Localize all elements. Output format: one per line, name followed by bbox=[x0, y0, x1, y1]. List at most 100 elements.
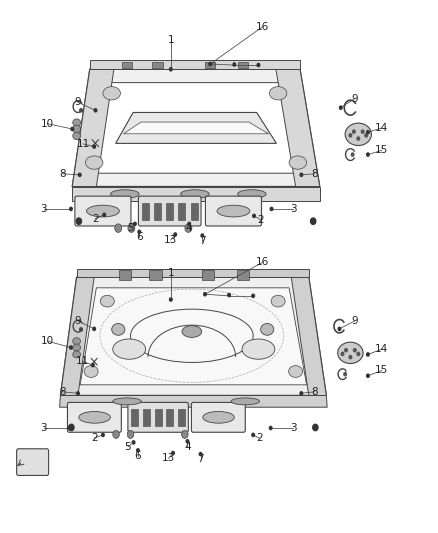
Ellipse shape bbox=[73, 351, 81, 358]
Circle shape bbox=[357, 137, 360, 140]
Ellipse shape bbox=[203, 411, 234, 423]
Bar bbox=[119, 270, 131, 280]
Polygon shape bbox=[124, 122, 268, 134]
Bar bbox=[237, 270, 249, 280]
Ellipse shape bbox=[338, 342, 363, 364]
Bar bbox=[149, 270, 162, 280]
Circle shape bbox=[188, 222, 191, 225]
Bar bbox=[143, 409, 150, 426]
Ellipse shape bbox=[79, 411, 110, 423]
Text: 9: 9 bbox=[351, 94, 358, 103]
Polygon shape bbox=[60, 277, 94, 395]
Circle shape bbox=[313, 424, 318, 431]
Text: 8: 8 bbox=[59, 387, 66, 397]
Polygon shape bbox=[72, 69, 320, 187]
Text: 11: 11 bbox=[77, 139, 90, 149]
Ellipse shape bbox=[289, 156, 307, 169]
Text: 16: 16 bbox=[256, 22, 269, 31]
Circle shape bbox=[80, 109, 82, 112]
Polygon shape bbox=[90, 60, 300, 69]
Circle shape bbox=[70, 346, 72, 349]
Text: 1: 1 bbox=[167, 268, 174, 278]
Bar bbox=[205, 62, 215, 68]
Text: 9: 9 bbox=[74, 316, 81, 326]
Polygon shape bbox=[291, 277, 326, 395]
Text: 2: 2 bbox=[256, 433, 263, 443]
Polygon shape bbox=[116, 112, 276, 143]
Text: 3: 3 bbox=[290, 423, 297, 433]
Text: 6: 6 bbox=[134, 451, 141, 461]
Bar bbox=[202, 270, 214, 280]
Circle shape bbox=[172, 451, 174, 455]
Bar bbox=[155, 409, 162, 426]
Ellipse shape bbox=[110, 190, 139, 198]
Ellipse shape bbox=[289, 366, 303, 377]
Text: 2: 2 bbox=[92, 214, 99, 223]
Text: 13: 13 bbox=[162, 454, 175, 463]
Circle shape bbox=[170, 68, 172, 71]
Circle shape bbox=[349, 134, 352, 137]
Circle shape bbox=[353, 130, 355, 133]
FancyBboxPatch shape bbox=[67, 402, 121, 432]
Circle shape bbox=[300, 173, 303, 176]
Polygon shape bbox=[276, 69, 320, 187]
Ellipse shape bbox=[180, 190, 209, 198]
Polygon shape bbox=[60, 277, 326, 395]
FancyBboxPatch shape bbox=[191, 402, 245, 432]
Text: 8: 8 bbox=[59, 169, 66, 179]
Polygon shape bbox=[72, 187, 320, 201]
Text: 14: 14 bbox=[375, 123, 389, 133]
Ellipse shape bbox=[127, 431, 134, 438]
Circle shape bbox=[349, 356, 352, 359]
Circle shape bbox=[253, 214, 255, 217]
Text: 8: 8 bbox=[311, 387, 318, 397]
Ellipse shape bbox=[100, 295, 114, 307]
Circle shape bbox=[345, 349, 347, 352]
Ellipse shape bbox=[73, 338, 81, 344]
Text: 3: 3 bbox=[40, 423, 47, 433]
Text: 7: 7 bbox=[199, 236, 206, 246]
Ellipse shape bbox=[185, 224, 192, 232]
Text: 11: 11 bbox=[76, 357, 89, 366]
Circle shape bbox=[367, 374, 369, 377]
Ellipse shape bbox=[181, 431, 188, 438]
Circle shape bbox=[199, 453, 202, 456]
Polygon shape bbox=[72, 69, 114, 187]
Circle shape bbox=[257, 63, 260, 67]
Ellipse shape bbox=[237, 190, 266, 198]
Circle shape bbox=[270, 207, 273, 211]
Ellipse shape bbox=[73, 119, 81, 126]
FancyBboxPatch shape bbox=[128, 402, 188, 432]
Ellipse shape bbox=[85, 156, 103, 169]
Bar bbox=[152, 62, 163, 68]
FancyBboxPatch shape bbox=[75, 196, 131, 226]
Circle shape bbox=[351, 153, 354, 156]
Ellipse shape bbox=[113, 431, 119, 438]
Text: 13: 13 bbox=[164, 235, 177, 245]
Circle shape bbox=[338, 327, 341, 330]
Circle shape bbox=[186, 440, 189, 443]
Circle shape bbox=[94, 109, 97, 112]
Bar bbox=[154, 203, 161, 220]
Circle shape bbox=[70, 207, 72, 211]
Circle shape bbox=[367, 153, 369, 156]
Circle shape bbox=[92, 364, 94, 367]
Bar bbox=[166, 203, 173, 220]
Text: 4: 4 bbox=[186, 223, 193, 233]
Ellipse shape bbox=[103, 86, 120, 100]
Text: 3: 3 bbox=[40, 204, 47, 214]
Circle shape bbox=[353, 349, 356, 352]
Ellipse shape bbox=[73, 344, 81, 351]
Ellipse shape bbox=[113, 398, 141, 405]
Ellipse shape bbox=[128, 224, 135, 232]
Text: 10: 10 bbox=[41, 336, 54, 346]
Circle shape bbox=[209, 62, 212, 66]
Ellipse shape bbox=[115, 224, 122, 232]
Circle shape bbox=[137, 449, 139, 452]
Circle shape bbox=[103, 213, 106, 216]
Ellipse shape bbox=[271, 295, 285, 307]
Circle shape bbox=[252, 294, 254, 297]
Bar bbox=[178, 409, 185, 426]
Ellipse shape bbox=[73, 132, 81, 140]
Circle shape bbox=[357, 352, 360, 356]
